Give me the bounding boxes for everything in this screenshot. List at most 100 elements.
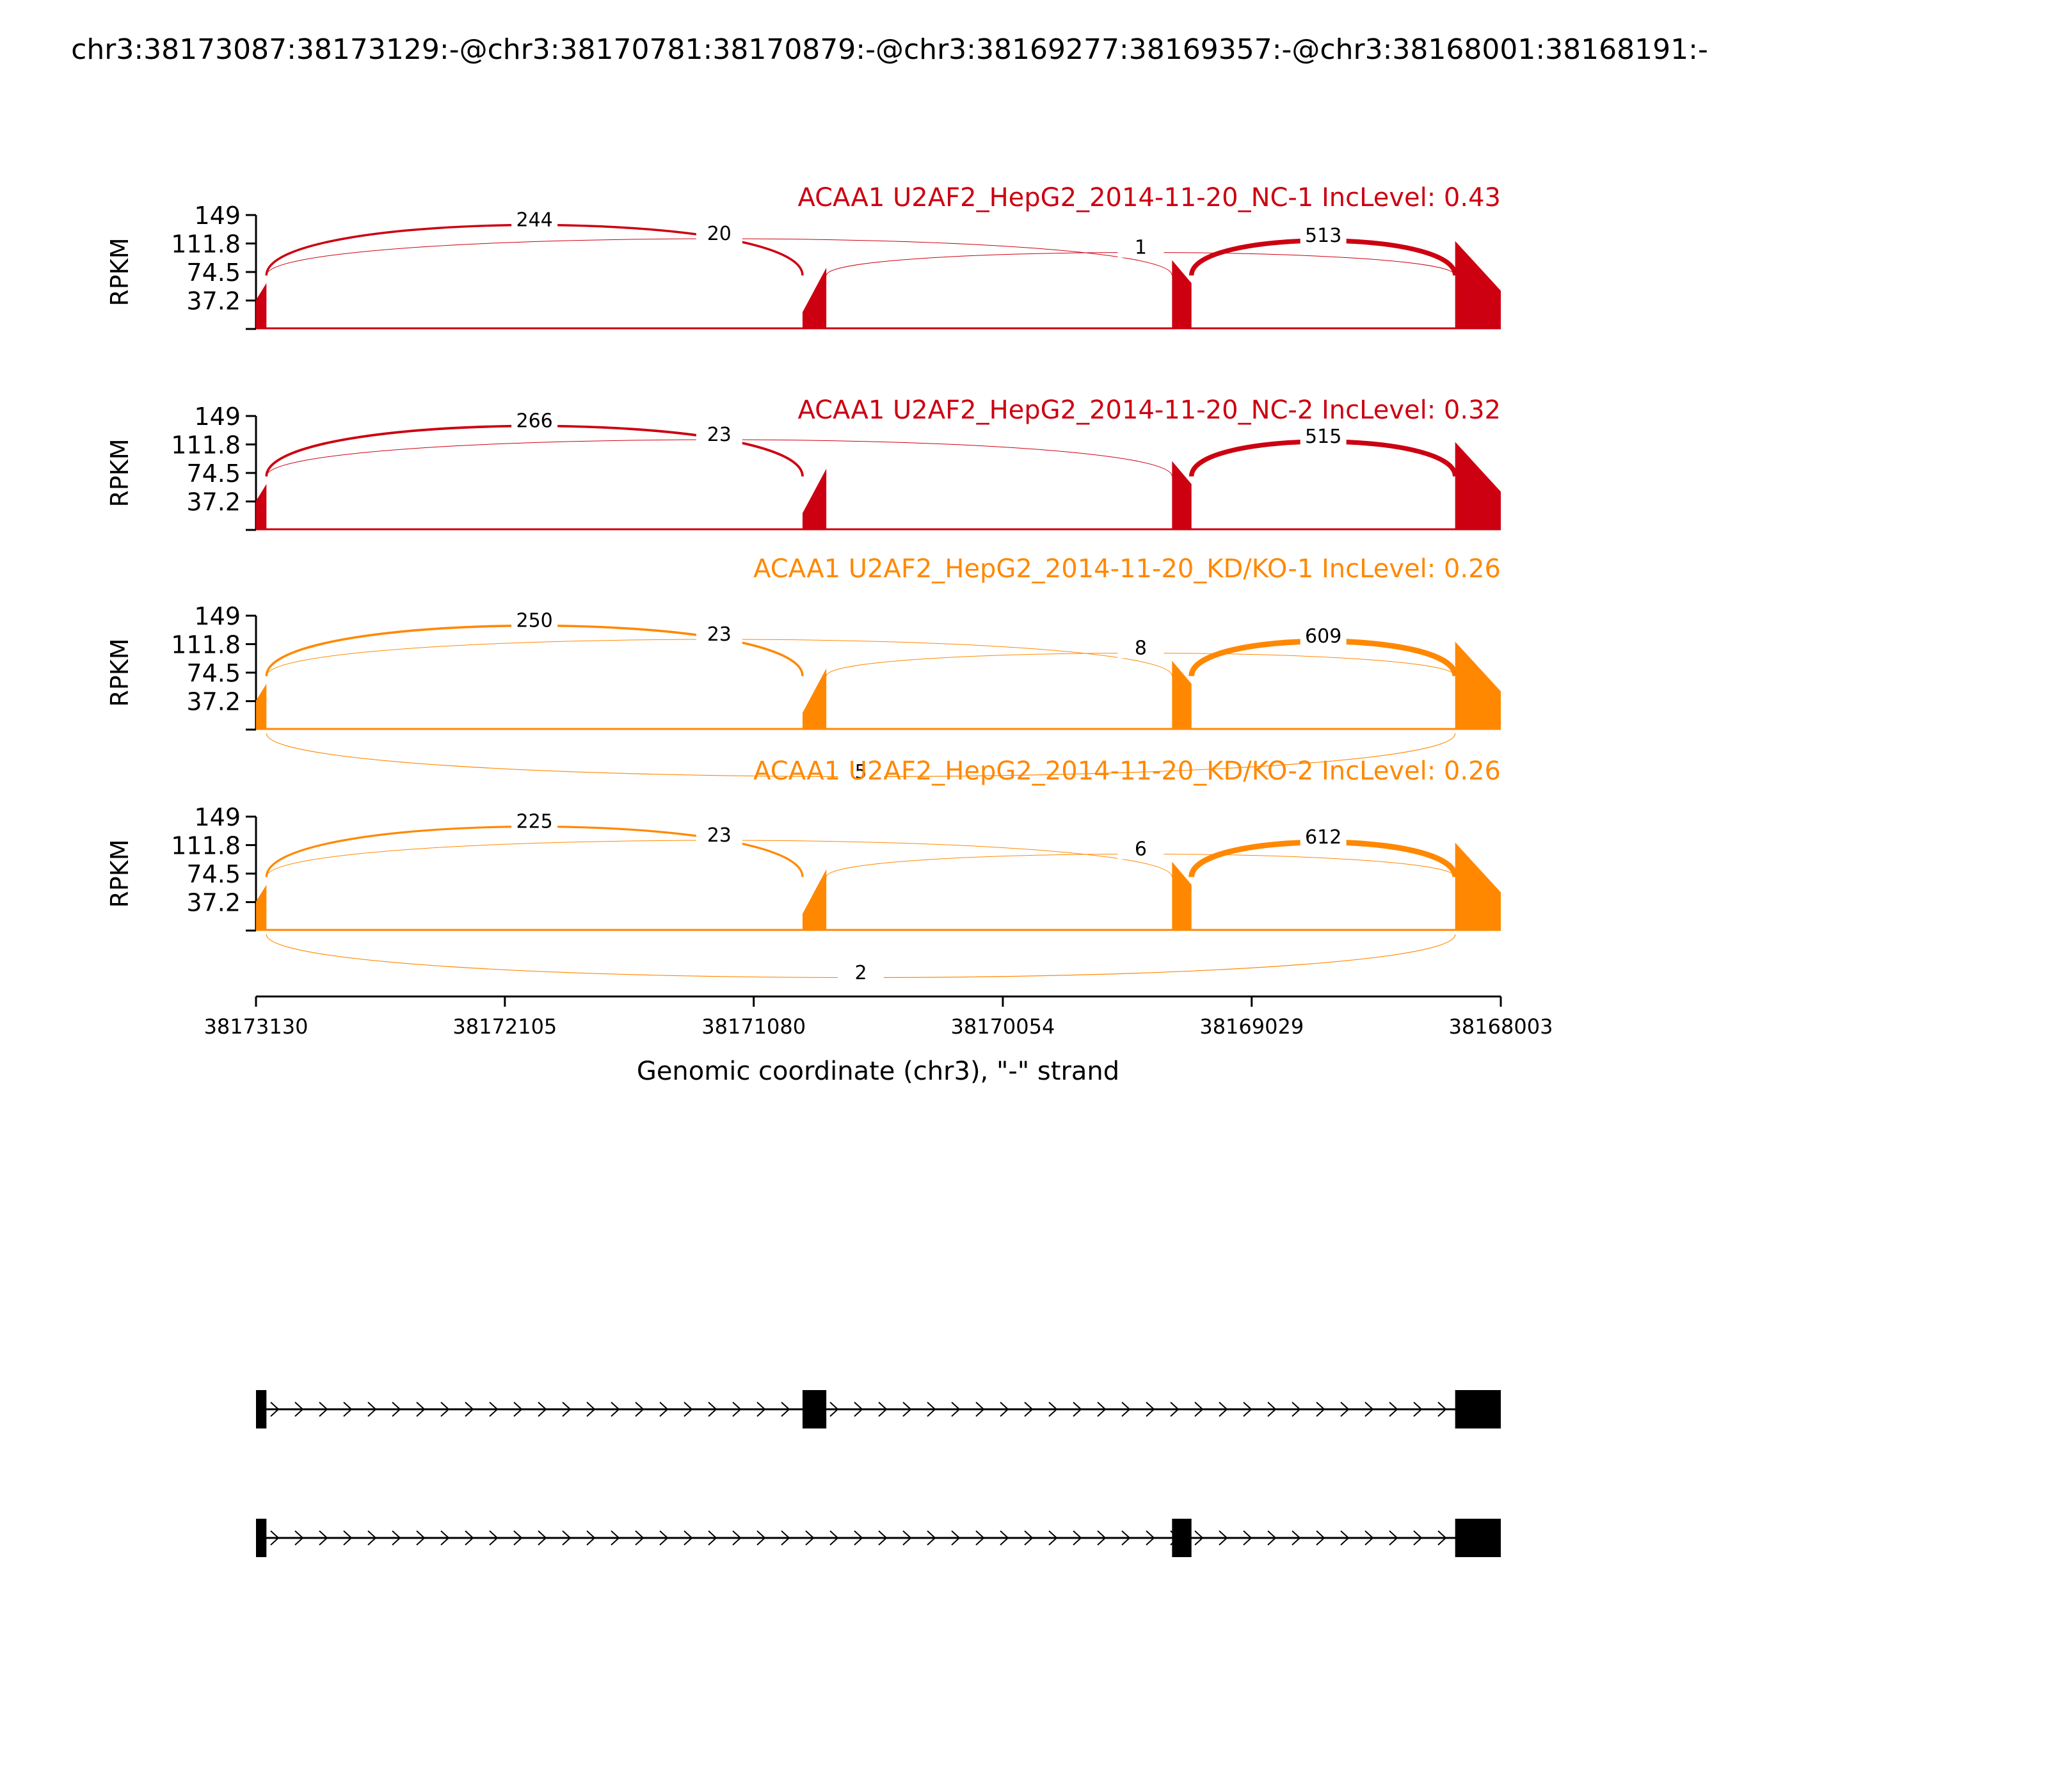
exon-coverage xyxy=(1172,461,1192,530)
junction-label-bg xyxy=(696,623,742,645)
strand-arrow xyxy=(878,1530,888,1546)
y-axis-label: RPKM xyxy=(106,438,134,507)
y-tick-label: 74.5 xyxy=(186,259,241,287)
exon-coverage xyxy=(1455,842,1501,931)
strand-arrow xyxy=(1340,1530,1350,1546)
y-tick-label: 37.2 xyxy=(186,889,241,917)
strand-arrow xyxy=(732,1530,742,1546)
y-axis-label: RPKM xyxy=(106,237,134,306)
strand-arrow xyxy=(1267,1402,1277,1417)
strand-arrow xyxy=(975,1402,985,1417)
x-tick-label: 38168003 xyxy=(1449,1014,1553,1039)
panel-title: ACAA1 U2AF2_HepG2_2014-11-20_NC-2 IncLev… xyxy=(797,396,1501,425)
coverage-panel: ACAA1 U2AF2_HepG2_2014-11-20_NC-1 IncLev… xyxy=(106,183,1501,330)
y-tick-label: 111.8 xyxy=(171,230,241,258)
junction-count-label: 6 xyxy=(1135,838,1147,861)
y-tick-label: 111.8 xyxy=(171,630,241,659)
exon-coverage xyxy=(802,468,827,530)
exon-coverage xyxy=(802,869,827,931)
strand-arrow xyxy=(416,1402,426,1417)
strand-arrow xyxy=(927,1530,936,1546)
exon-coverage xyxy=(1455,641,1501,730)
strand-arrow xyxy=(1389,1530,1398,1546)
junction-label-bg xyxy=(511,810,558,832)
strand-arrow xyxy=(1340,1402,1350,1417)
strand-arrow xyxy=(1364,1530,1374,1546)
strand-arrow xyxy=(1097,1402,1107,1417)
strand-arrow xyxy=(538,1530,547,1546)
junction-label-bg xyxy=(696,824,742,846)
y-tick-label: 149 xyxy=(194,602,241,630)
strand-arrow xyxy=(319,1402,328,1417)
y-tick-label: 74.5 xyxy=(186,460,241,488)
strand-arrow xyxy=(708,1402,717,1417)
strand-arrow xyxy=(392,1402,401,1417)
strand-arrow xyxy=(927,1402,936,1417)
strand-arrow xyxy=(367,1530,377,1546)
strand-arrow xyxy=(684,1402,693,1417)
exon-block xyxy=(1455,1519,1501,1557)
exon-coverage xyxy=(802,268,827,329)
strand-arrow xyxy=(902,1402,912,1417)
junction-label-bg xyxy=(511,208,558,230)
strand-arrow xyxy=(392,1530,401,1546)
x-tick-label: 38169029 xyxy=(1199,1014,1304,1039)
strand-arrow xyxy=(270,1530,280,1546)
junction-label-bg xyxy=(1117,236,1164,258)
strand-arrow xyxy=(756,1402,766,1417)
strand-arrow xyxy=(684,1530,693,1546)
gene-structure xyxy=(256,1390,1501,1557)
strand-arrow xyxy=(562,1402,572,1417)
strand-arrow xyxy=(1000,1530,1009,1546)
y-tick-label: 149 xyxy=(194,403,241,431)
y-tick-label: 111.8 xyxy=(171,831,241,860)
junction-label-bg xyxy=(696,222,742,244)
strand-arrow xyxy=(1219,1402,1228,1417)
x-axis-label: Genomic coordinate (chr3), "-" strand xyxy=(637,1057,1119,1086)
strand-arrow xyxy=(1024,1530,1034,1546)
y-tick-label: 149 xyxy=(194,803,241,831)
exon-coverage xyxy=(256,283,267,329)
exon-coverage xyxy=(256,484,267,530)
strand-arrow xyxy=(1121,1402,1131,1417)
strand-arrow xyxy=(951,1530,961,1546)
strand-arrow xyxy=(878,1402,888,1417)
exon-block xyxy=(256,1390,267,1428)
strand-arrow xyxy=(1073,1402,1082,1417)
exon-coverage xyxy=(1172,660,1192,730)
exon-coverage xyxy=(1172,861,1192,931)
coverage-panels: ACAA1 U2AF2_HepG2_2014-11-20_NC-1 IncLev… xyxy=(106,183,1501,984)
strand-arrow xyxy=(1170,1402,1180,1417)
y-tick-label: 37.2 xyxy=(186,287,241,316)
junction-count-label: 20 xyxy=(707,223,732,245)
x-tick-label: 38171080 xyxy=(701,1014,806,1039)
strand-arrow xyxy=(1437,1530,1447,1546)
strand-arrow xyxy=(975,1530,985,1546)
strand-arrow xyxy=(1097,1530,1107,1546)
junction-label-bg xyxy=(696,423,742,445)
y-axis-label: RPKM xyxy=(106,839,134,908)
exon-coverage xyxy=(256,884,267,931)
strand-arrow xyxy=(319,1530,328,1546)
junction-count-label: 23 xyxy=(707,623,732,646)
strand-arrow xyxy=(343,1402,353,1417)
strand-arrow xyxy=(829,1402,839,1417)
strand-arrow xyxy=(1437,1402,1447,1417)
strand-arrow xyxy=(659,1530,669,1546)
x-axis: 38173130 38172105 38171080 38170054 38169029… xyxy=(204,995,1553,1039)
x-tick-label: 38173130 xyxy=(204,1014,308,1039)
strand-arrow xyxy=(1048,1402,1058,1417)
junction-count-label: 250 xyxy=(516,610,552,632)
strand-arrow xyxy=(1413,1530,1423,1546)
strand-arrow xyxy=(1121,1530,1131,1546)
strand-arrow xyxy=(1146,1530,1155,1546)
junction-count-label: 23 xyxy=(707,824,732,847)
strand-arrow xyxy=(1243,1530,1252,1546)
strand-arrow xyxy=(270,1402,280,1417)
strand-arrow xyxy=(489,1402,499,1417)
junction-count-label: 1 xyxy=(1135,237,1147,259)
strand-arrow xyxy=(440,1530,450,1546)
junction-count-label: 5 xyxy=(854,761,867,783)
strand-arrow xyxy=(367,1402,377,1417)
strand-arrow xyxy=(1000,1402,1009,1417)
